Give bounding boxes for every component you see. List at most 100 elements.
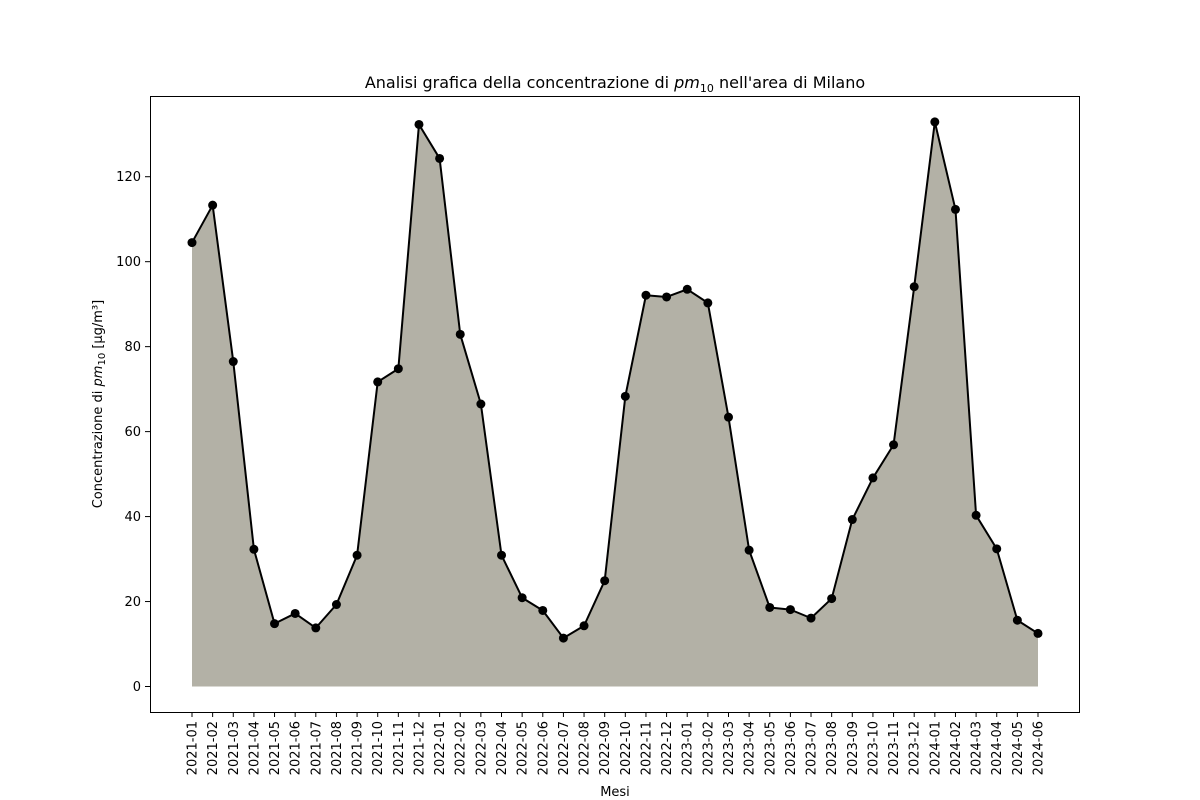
y-tick-label: 0 bbox=[133, 680, 141, 695]
x-tick-label: 2023-08 bbox=[825, 721, 840, 775]
x-tick-label: 2022-03 bbox=[474, 721, 489, 775]
data-point bbox=[311, 623, 321, 633]
data-point bbox=[785, 605, 795, 615]
data-point bbox=[435, 153, 445, 163]
x-tick-label: 2021-09 bbox=[351, 721, 366, 775]
data-point bbox=[1033, 628, 1043, 638]
x-tick-label: 2024-04 bbox=[990, 721, 1005, 775]
data-point bbox=[744, 545, 754, 555]
x-tick-label: 2021-12 bbox=[412, 721, 427, 775]
x-tick-label: 2021-08 bbox=[330, 721, 345, 775]
x-tick-label: 2021-06 bbox=[289, 721, 304, 775]
axes-layer: 0 20 40 60 80 100 120 2021-01 2021-02 2021-03 2021… bbox=[116, 170, 1046, 775]
data-point bbox=[950, 204, 960, 214]
data-point bbox=[971, 510, 981, 520]
y-tick-label: 40 bbox=[124, 510, 141, 525]
y-tick-label: 120 bbox=[116, 170, 141, 185]
x-tick-label: 2024-03 bbox=[970, 721, 985, 775]
x-tick-label: 2022-12 bbox=[660, 721, 675, 775]
data-point bbox=[208, 200, 218, 210]
x-tick-label: 2022-10 bbox=[619, 721, 634, 775]
x-tick-label: 2021-11 bbox=[392, 721, 407, 775]
data-point bbox=[352, 550, 362, 560]
data-point bbox=[455, 329, 465, 339]
x-tick-label: 2022-09 bbox=[598, 721, 613, 775]
area-fill bbox=[192, 121, 1038, 687]
x-tick-label: 2021-04 bbox=[247, 721, 262, 775]
x-tick-label: 2023-09 bbox=[846, 721, 861, 775]
data-point bbox=[558, 633, 568, 643]
x-tick-label: 2024-01 bbox=[928, 721, 943, 775]
data-point bbox=[682, 284, 692, 294]
data-point bbox=[703, 298, 713, 308]
y-tick-label: 20 bbox=[124, 595, 141, 610]
data-point bbox=[847, 515, 857, 525]
data-point bbox=[662, 292, 672, 302]
x-axis-label: Mesi bbox=[600, 785, 630, 800]
data-point bbox=[579, 621, 589, 631]
x-tick-label: 2022-08 bbox=[578, 721, 593, 775]
data-point bbox=[414, 119, 424, 129]
data-point bbox=[331, 600, 341, 610]
x-tick-label: 2024-02 bbox=[949, 721, 964, 775]
x-tick-label: 2023-12 bbox=[908, 721, 923, 775]
x-tick-label: 2024-05 bbox=[1011, 721, 1026, 775]
x-tick-label: 2023-01 bbox=[681, 721, 696, 775]
y-axis-label: Concentrazione di pm10 [µg/m³] bbox=[91, 300, 108, 509]
data-point bbox=[909, 282, 919, 292]
x-tick-label: 2023-04 bbox=[743, 721, 758, 775]
data-point bbox=[620, 391, 630, 401]
x-tick-label: 2021-03 bbox=[227, 721, 242, 775]
x-tick-label: 2023-10 bbox=[866, 721, 881, 775]
data-point bbox=[806, 613, 816, 623]
data-point bbox=[249, 544, 259, 554]
data-point bbox=[600, 576, 610, 586]
data-point bbox=[641, 290, 651, 300]
data-point bbox=[497, 550, 507, 560]
data-point bbox=[538, 605, 548, 615]
x-tick-label: 2021-10 bbox=[371, 721, 386, 775]
data-point bbox=[827, 594, 837, 604]
series-line bbox=[191, 120, 1039, 640]
data-point bbox=[393, 364, 403, 374]
x-tick-label: 2023-06 bbox=[784, 721, 799, 775]
y-tick-label: 60 bbox=[124, 425, 141, 440]
x-tick-label: 2023-05 bbox=[763, 721, 778, 775]
data-point bbox=[889, 440, 899, 450]
data-point bbox=[992, 544, 1002, 554]
x-tick-label: 2023-07 bbox=[805, 721, 820, 775]
x-tick-label: 2021-01 bbox=[186, 721, 201, 775]
x-tick-label: 2022-05 bbox=[516, 721, 531, 775]
x-tick-label: 2021-02 bbox=[206, 721, 221, 775]
x-tick-label: 2022-04 bbox=[495, 721, 510, 775]
data-point bbox=[517, 593, 527, 603]
x-tick-label: 2022-02 bbox=[454, 721, 469, 775]
plot-layer bbox=[187, 117, 1043, 687]
x-tick-label: 2023-03 bbox=[722, 721, 737, 775]
data-point bbox=[228, 357, 238, 367]
data-point bbox=[187, 238, 197, 248]
plot-frame bbox=[150, 96, 1080, 713]
data-point bbox=[765, 602, 775, 612]
x-tick-label: 2022-07 bbox=[557, 721, 572, 775]
x-tick-label: 2022-11 bbox=[639, 721, 654, 775]
chart-title: Analisi grafica della concentrazione di … bbox=[365, 73, 865, 95]
data-point bbox=[476, 399, 486, 409]
x-tick-label: 2023-11 bbox=[887, 721, 902, 775]
x-tick-label: 2021-05 bbox=[268, 721, 283, 775]
x-tick-label: 2021-07 bbox=[309, 721, 324, 775]
y-tick-label: 80 bbox=[124, 340, 141, 355]
x-tick-label: 2022-01 bbox=[433, 721, 448, 775]
data-point bbox=[290, 608, 300, 618]
x-tick-label: 2023-02 bbox=[701, 721, 716, 775]
y-tick-label: 100 bbox=[116, 255, 141, 270]
data-point bbox=[270, 619, 280, 629]
data-point bbox=[868, 473, 878, 483]
x-tick-label: 2022-06 bbox=[536, 721, 551, 775]
data-point bbox=[1012, 615, 1022, 625]
x-tick-label: 2024-06 bbox=[1032, 721, 1047, 775]
data-point bbox=[723, 412, 733, 422]
data-point bbox=[930, 117, 940, 127]
